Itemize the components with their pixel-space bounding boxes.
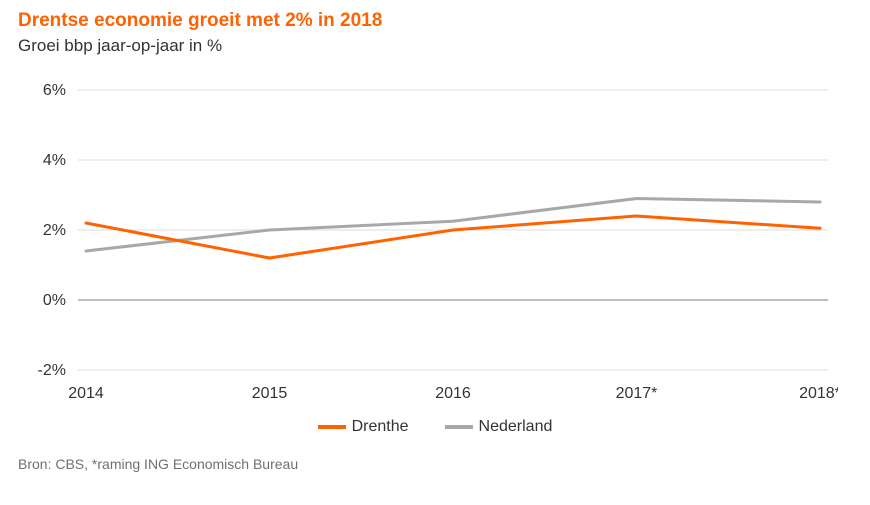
svg-text:2015: 2015 (252, 385, 288, 402)
line-chart-svg: -2% 0% 2% 4% 6% 2014 2015 2016 2017* 2018* (18, 80, 838, 410)
legend-swatch (445, 425, 473, 429)
chart-subtitle: Groei bbp jaar-op-jaar in % (18, 36, 852, 56)
svg-text:2016: 2016 (435, 385, 471, 402)
svg-text:2017*: 2017* (616, 385, 658, 402)
chart-container: Drentse economie groeit met 2% in 2018 G… (0, 0, 870, 482)
chart-area: -2% 0% 2% 4% 6% 2014 2015 2016 2017* 2018* (18, 80, 838, 410)
legend-label: Drenthe (352, 418, 409, 436)
chart-legend: Drenthe Nederland (18, 416, 852, 436)
svg-text:0%: 0% (43, 292, 66, 309)
chart-source: Bron: CBS, *raming ING Economisch Bureau (18, 456, 852, 472)
svg-text:2014: 2014 (68, 385, 104, 402)
svg-text:2%: 2% (43, 222, 66, 239)
svg-text:4%: 4% (43, 152, 66, 169)
svg-text:2018*: 2018* (799, 385, 838, 402)
svg-text:6%: 6% (43, 82, 66, 99)
svg-text:-2%: -2% (38, 362, 66, 379)
legend-swatch (318, 425, 346, 429)
legend-label: Nederland (479, 418, 553, 436)
chart-title: Drentse economie groeit met 2% in 2018 (18, 10, 852, 32)
legend-item-drenthe: Drenthe (318, 418, 409, 436)
legend-item-nederland: Nederland (445, 418, 553, 436)
